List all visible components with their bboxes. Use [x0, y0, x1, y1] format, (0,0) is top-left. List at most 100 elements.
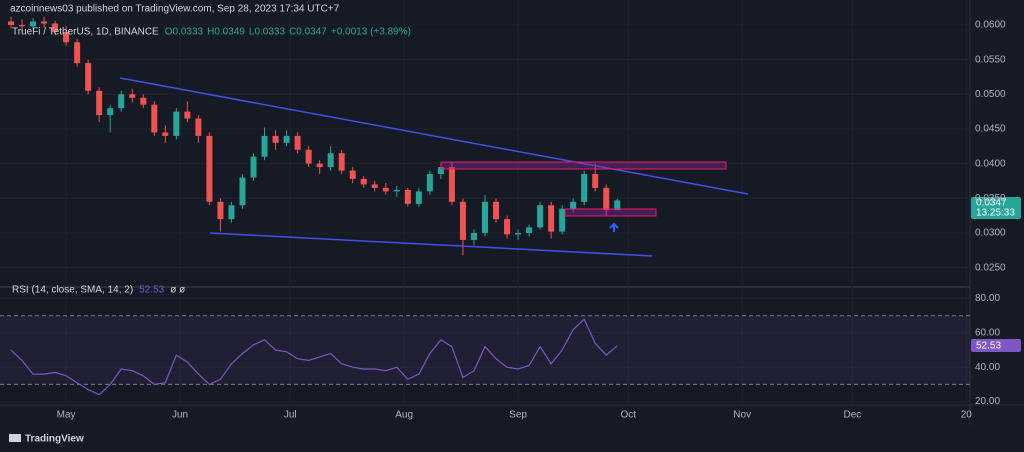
candle-body: [239, 177, 246, 206]
x-tick-label: Jul: [284, 410, 297, 421]
candle-body: [426, 174, 433, 192]
candle-body: [294, 135, 301, 150]
rsi-band: [0, 315, 970, 385]
countdown: 13:25:33: [976, 208, 1015, 219]
arrow: [609, 222, 619, 232]
candle-body: [129, 94, 136, 98]
x-tick-label: Aug: [395, 410, 413, 421]
header: azcoinnews03 published on TradingView.co…: [10, 4, 340, 15]
candle-body: [140, 97, 147, 105]
y-tick-label: 40.00: [975, 362, 1000, 373]
candle-body: [151, 104, 158, 133]
rsi-title: RSI (14, close, SMA, 14, 2): [12, 285, 133, 296]
candle-body: [74, 42, 81, 64]
zone-box: [564, 208, 657, 217]
x-tick-label: 20: [961, 410, 973, 421]
legend-value: L0.0333: [249, 27, 286, 38]
zone-box: [440, 161, 727, 170]
x-tick-label: May: [57, 410, 76, 421]
marks: [8, 16, 621, 396]
y-tick-label: 0.0350: [975, 193, 1006, 204]
candle-body: [493, 201, 500, 220]
candle-body: [559, 208, 566, 232]
candle-body: [283, 135, 290, 143]
y-tick-label: 80.00: [975, 293, 1000, 304]
legend-value: +0.0013 (+3.89%): [331, 27, 411, 38]
candle-body: [393, 189, 400, 192]
rsi-legend-extra: ø ø: [170, 285, 185, 296]
candle-body: [63, 31, 70, 43]
trend-line: [209, 232, 653, 257]
price-tag: [971, 197, 1021, 219]
candle-body: [327, 153, 334, 168]
candle-body: [162, 132, 169, 136]
candle-body: [349, 170, 356, 179]
candle-body: [250, 156, 257, 178]
candle-body: [481, 201, 488, 233]
candle-body: [382, 187, 389, 192]
candle-body: [19, 24, 26, 27]
candle-body: [515, 232, 522, 235]
candle-body: [592, 174, 599, 188]
candle-body: [415, 191, 422, 204]
rsi-tag: [971, 339, 1021, 352]
candle-body: [96, 90, 103, 116]
candle-body: [360, 178, 367, 185]
trend-line: [119, 77, 749, 195]
legend-value: O0.0333: [165, 27, 204, 38]
candle-body: [195, 118, 202, 136]
candle-body: [470, 232, 477, 240]
candle-body: [614, 200, 621, 211]
candle-body: [581, 174, 588, 202]
x-tick-label: Jun: [172, 410, 188, 421]
x-tick-label: Dec: [844, 410, 862, 421]
candle-body: [217, 201, 224, 220]
candle-body: [338, 153, 345, 171]
candle-body: [184, 111, 191, 119]
candle-body: [261, 135, 268, 157]
legend-value: H0.0349: [207, 27, 245, 38]
rsi-legend-value: 52.53: [139, 285, 164, 296]
footer-logo: TradingView: [25, 434, 84, 445]
chart-title: TrueFi / TetherUS, 1D, BINANCE: [12, 27, 159, 38]
rsi-tag-label: 52.53: [976, 341, 1001, 352]
x-tick-label: Oct: [621, 410, 637, 421]
candle-body: [526, 227, 533, 233]
y-tick-label: 0.0500: [975, 89, 1006, 100]
candle-body: [437, 167, 444, 175]
y-tick-label: 0.0600: [975, 20, 1006, 31]
candle-body: [107, 108, 114, 116]
y-tick-label: 20.00: [975, 396, 1000, 407]
candle-body: [459, 201, 466, 240]
price-tag-label: 0.0347: [976, 198, 1007, 209]
candle-body: [272, 135, 279, 143]
candle-body: [228, 205, 235, 220]
logo-icon: [9, 434, 21, 442]
y-tick-label: 60.00: [975, 328, 1000, 339]
candle-body: [41, 21, 48, 24]
candle-body: [316, 163, 323, 168]
rsi-line: [10, 318, 618, 396]
legend-value: C0.0347: [289, 27, 327, 38]
candle-body: [548, 205, 555, 232]
candle-body: [305, 149, 312, 164]
candle-body: [570, 201, 577, 209]
y-tick-label: 0.0550: [975, 54, 1006, 65]
x-tick-label: Nov: [733, 410, 751, 421]
candle-body: [85, 63, 92, 91]
candle-body: [118, 94, 125, 109]
y-tick-label: 0.0250: [975, 262, 1006, 273]
candle-body: [603, 187, 610, 211]
candle-body: [8, 21, 14, 25]
candle-body: [173, 111, 180, 136]
candle-body: [52, 23, 59, 32]
candle-body: [537, 205, 544, 228]
candle-body: [504, 219, 511, 235]
drawings: [119, 77, 749, 257]
candle-body: [371, 184, 378, 188]
y-tick-label: 0.0450: [975, 124, 1006, 135]
y-tick-label: 0.0300: [975, 228, 1006, 239]
y-tick-label: 0.0400: [975, 158, 1006, 169]
